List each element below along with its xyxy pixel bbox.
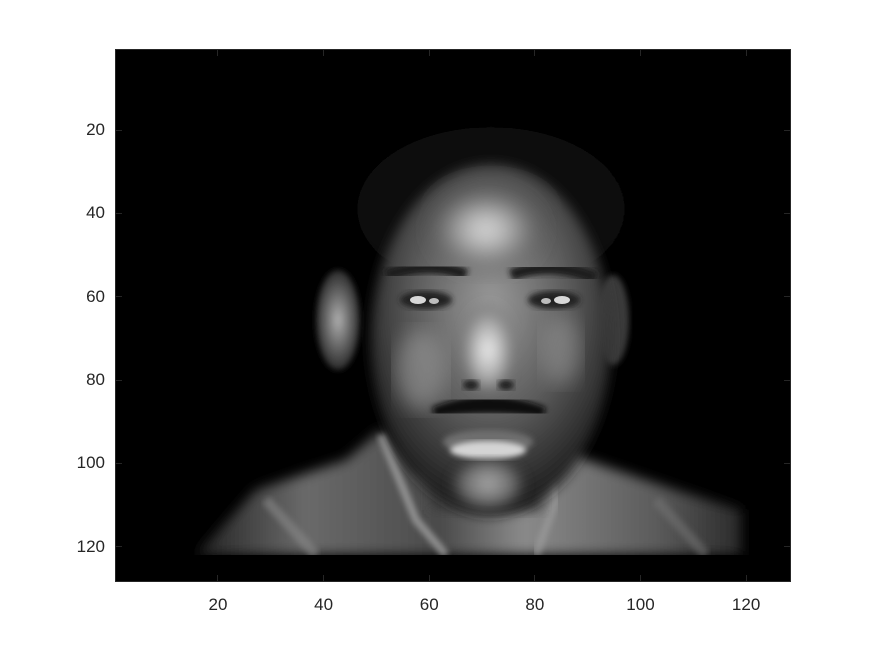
x-tick-mark (428, 575, 430, 582)
y-tick-mark (115, 296, 122, 298)
x-tick-mark (534, 575, 536, 582)
y-tick-mark (115, 462, 122, 464)
y-tick-mark-right (784, 462, 791, 464)
x-tick-mark (745, 575, 747, 582)
x-tick-mark (217, 575, 219, 582)
y-tick-mark (115, 129, 122, 131)
y-tick-mark-right (784, 296, 791, 298)
y-tick-label: 20 (86, 120, 105, 140)
x-tick-mark (639, 575, 641, 582)
y-tick-label: 60 (86, 286, 105, 306)
y-tick-label: 100 (76, 453, 105, 473)
y-tick-mark-right (784, 129, 791, 131)
x-tick-label: 80 (525, 595, 545, 614)
x-tick-label: 60 (419, 595, 439, 614)
y-tick-mark (115, 546, 122, 548)
x-tick-label: 120 (731, 595, 761, 614)
x-tick-mark-top (428, 49, 430, 56)
x-tick-label: 40 (314, 595, 334, 614)
y-tick-mark-right (784, 212, 791, 214)
x-tick-mark-top (217, 49, 219, 56)
y-tick-label: 80 (86, 370, 105, 390)
y-tick-label: 40 (86, 203, 105, 223)
x-tick-label: 20 (208, 595, 228, 614)
x-tick-mark-top (639, 49, 641, 56)
x-tick-mark (323, 575, 325, 582)
image-axes (115, 49, 791, 582)
y-tick-label: 120 (76, 536, 105, 556)
y-tick-mark (115, 379, 122, 381)
y-tick-mark-right (784, 379, 791, 381)
y-tick-mark (115, 212, 122, 214)
y-tick-mark-right (784, 546, 791, 548)
x-tick-mark-top (745, 49, 747, 56)
x-tick-mark-top (534, 49, 536, 56)
x-tick-mark-top (323, 49, 325, 56)
face-image (116, 95, 790, 581)
x-tick-label: 100 (626, 595, 655, 614)
